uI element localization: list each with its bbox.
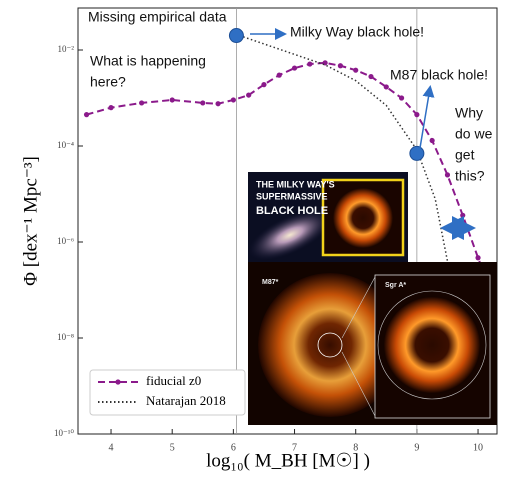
marker — [261, 82, 267, 88]
marker — [414, 112, 420, 118]
x-tick-label: 4 — [109, 442, 114, 453]
marker — [429, 137, 435, 144]
marker — [230, 97, 236, 103]
marker — [475, 255, 481, 261]
annotation: do we — [455, 126, 493, 142]
x-tick-label: 7 — [292, 442, 297, 453]
x-tick-label: 5 — [170, 442, 175, 453]
y-axis-label: Φ [dex⁻¹ Mpc⁻³] — [20, 156, 41, 286]
marker — [291, 65, 298, 71]
inset-text: SUPERMASSIVE — [256, 191, 328, 201]
inset-text: M87* — [262, 279, 279, 286]
y-tick-label: 10⁻⁸ — [57, 332, 74, 342]
marker — [276, 72, 282, 78]
x-axis-label: log₁₀( M_BH [M☉] ) — [206, 450, 370, 471]
x-tick-label: 10 — [473, 442, 483, 453]
legend — [89, 369, 246, 416]
annotation: Why — [455, 105, 483, 121]
y-tick-label: 10⁻⁶ — [57, 236, 74, 246]
inset-images — [248, 172, 497, 425]
highlight-dot — [409, 145, 425, 161]
marker — [215, 101, 221, 107]
y-tick-label: 10⁻² — [58, 44, 75, 54]
annotation: M87 black hole! — [390, 67, 488, 83]
marker — [383, 84, 389, 90]
y-tick-label: 10⁻⁴ — [57, 140, 74, 150]
legend-label: Natarajan 2018 — [146, 393, 226, 408]
marker — [307, 61, 313, 67]
marker — [444, 172, 451, 178]
marker — [460, 212, 466, 218]
marker — [337, 63, 344, 69]
y-tick-label: 10⁻¹⁰ — [54, 428, 74, 438]
annotation: Milky Way black hole! — [290, 24, 424, 40]
marker — [398, 95, 405, 101]
inset-text: THE MILKY WAY'S — [256, 179, 335, 189]
marker — [368, 73, 374, 80]
annotation: this? — [455, 168, 485, 184]
x-tick-label: 6 — [231, 442, 236, 453]
annotation: here? — [90, 74, 126, 90]
plot-frame — [77, 7, 498, 435]
annotation: What is happening — [90, 53, 206, 69]
inset-text: Sgr A* — [385, 282, 406, 289]
marker — [169, 97, 175, 103]
x-tick-label: 9 — [414, 442, 419, 453]
legend-label: fiducial z0 — [146, 373, 201, 388]
series-line — [239, 34, 449, 262]
series-line — [86, 61, 492, 291]
legend-marker — [115, 379, 121, 385]
marker — [246, 92, 252, 98]
marker — [139, 100, 145, 106]
annotation: get — [455, 147, 475, 163]
arrow — [419, 85, 435, 149]
marker — [83, 112, 90, 118]
marker — [200, 100, 206, 106]
highlight-dot — [228, 28, 244, 44]
marker — [353, 67, 359, 73]
inset-text: BLACK HOLE — [256, 205, 328, 217]
annotation: Missing empirical data — [88, 9, 227, 25]
x-tick-label: 8 — [353, 442, 358, 453]
marker — [108, 105, 114, 111]
